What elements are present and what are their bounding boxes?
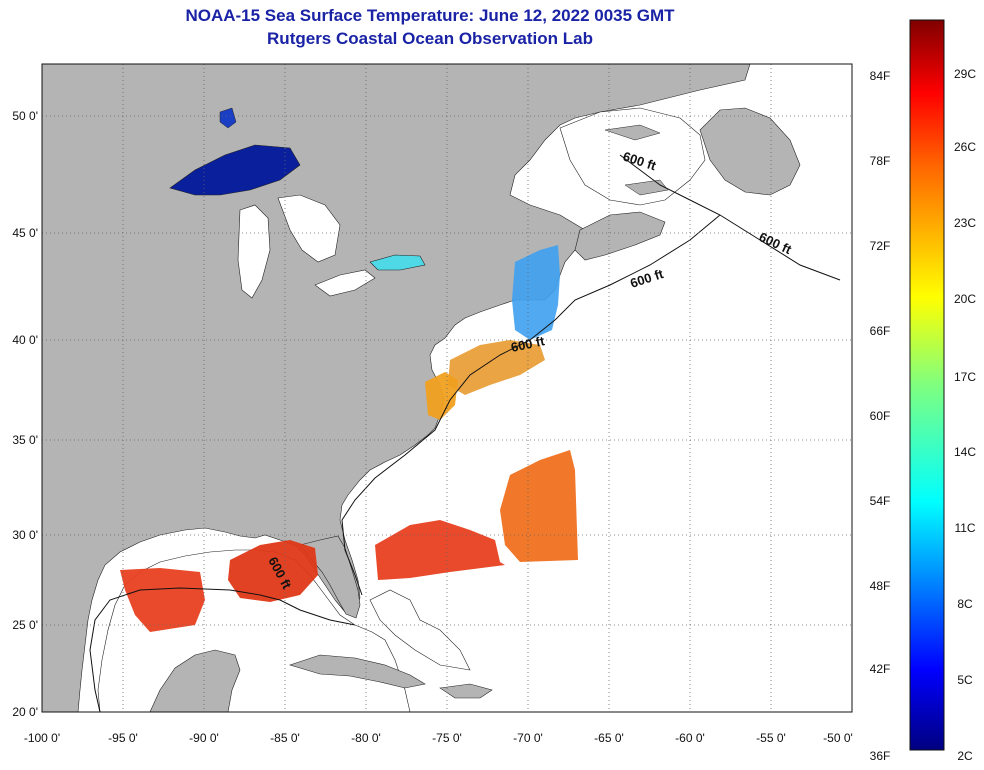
isobath-label: 600 ft [510, 333, 547, 355]
colorbar-f-label: 48F [870, 579, 891, 593]
lat-tick-label: 35 0' [12, 433, 38, 447]
lon-tick-label: -75 0' [432, 731, 462, 745]
title-line-2: Rutgers Coastal Ocean Observation Lab [267, 29, 593, 48]
colorbar-fahrenheit-labels: 84F 78F 72F 66F 60F 54F 48F 42F 36F [870, 69, 891, 763]
lon-tick-label: -100 0' [24, 731, 60, 745]
sst-gulf-stream [500, 450, 578, 562]
colorbar-f-label: 36F [870, 749, 891, 763]
land-nova-scotia [574, 211, 666, 261]
sst-gulf-east [228, 540, 318, 602]
colorbar-c-label: 17C [954, 370, 976, 384]
sst-bahamas-north [375, 520, 505, 580]
map-frame [41, 63, 853, 713]
colorbar-c-label: 20C [954, 292, 976, 306]
colorbar-c-label: 26C [954, 140, 976, 154]
lat-tick-label: 45 0' [12, 226, 38, 240]
colorbar-f-label: 78F [870, 154, 891, 168]
colorbar-f-label: 72F [870, 239, 891, 253]
lon-tick-label: -90 0' [189, 731, 219, 745]
lon-tick-label: -95 0' [108, 731, 138, 745]
title-line-1: NOAA-15 Sea Surface Temperature: June 12… [185, 6, 675, 25]
colorbar-c-label: 2C [957, 749, 973, 763]
sst-gulf-west [120, 568, 205, 632]
colorbar-c-label: 8C [957, 597, 973, 611]
colorbar-c-label: 14C [954, 445, 976, 459]
land-yucatan [149, 649, 241, 712]
colorbar-f-label: 84F [870, 69, 891, 83]
lake-erie [314, 269, 376, 297]
lat-tick-label: 50 0' [12, 109, 38, 123]
lon-tick-label: -80 0' [351, 731, 381, 745]
land-cuba [289, 654, 426, 689]
lon-tick-label: -50 0' [823, 731, 853, 745]
colorbar-f-label: 54F [870, 494, 891, 508]
lon-tick-label: -70 0' [513, 731, 543, 745]
colorbar-f-label: 60F [870, 409, 891, 423]
sst-mid-atlantic [448, 340, 545, 395]
lon-tick-label: -55 0' [756, 731, 786, 745]
colorbar-f-label: 42F [870, 662, 891, 676]
bahamas-banks [369, 589, 471, 671]
lake-nipigon [219, 107, 237, 129]
lon-tick-label: -65 0' [594, 731, 624, 745]
colorbar [909, 19, 945, 751]
land-north-america [42, 64, 751, 712]
land-hispaniola [439, 683, 493, 699]
latitude-axis: 50 0' 45 0' 40 0' 35 0' 30 0' 25 0' 20 0… [12, 109, 38, 719]
colorbar-c-label: 5C [957, 673, 973, 687]
lake-ontario [369, 254, 426, 271]
colorbar-c-label: 11C [954, 521, 975, 535]
colorbar-celsius-labels: 29C 26C 23C 20C 17C 14C 11C 8C 5C 2C [954, 67, 976, 763]
graticule [42, 64, 852, 712]
sst-chesapeake [425, 372, 458, 420]
lake-michigan [237, 204, 271, 299]
lake-superior [169, 144, 301, 196]
lat-tick-label: 40 0' [12, 333, 38, 347]
colorbar-c-label: 29C [954, 67, 976, 81]
lat-tick-label: 30 0' [12, 528, 38, 542]
isobath-600ft [89, 154, 841, 712]
land-pei [624, 179, 669, 196]
land-newfoundland [699, 107, 801, 196]
colorbar-f-label: 66F [870, 324, 891, 338]
sst-gulf-of-maine [512, 245, 560, 340]
lon-tick-label: -85 0' [270, 731, 300, 745]
longitude-axis: -100 0' -95 0' -90 0' -85 0' -80 0' -75 … [24, 731, 853, 745]
colorbar-c-label: 23C [954, 216, 976, 230]
lake-huron [277, 194, 341, 263]
lat-tick-label: 20 0' [12, 705, 38, 719]
lon-tick-label: -60 0' [675, 731, 705, 745]
land-anticosti [604, 124, 661, 141]
lat-tick-label: 25 0' [12, 618, 38, 632]
